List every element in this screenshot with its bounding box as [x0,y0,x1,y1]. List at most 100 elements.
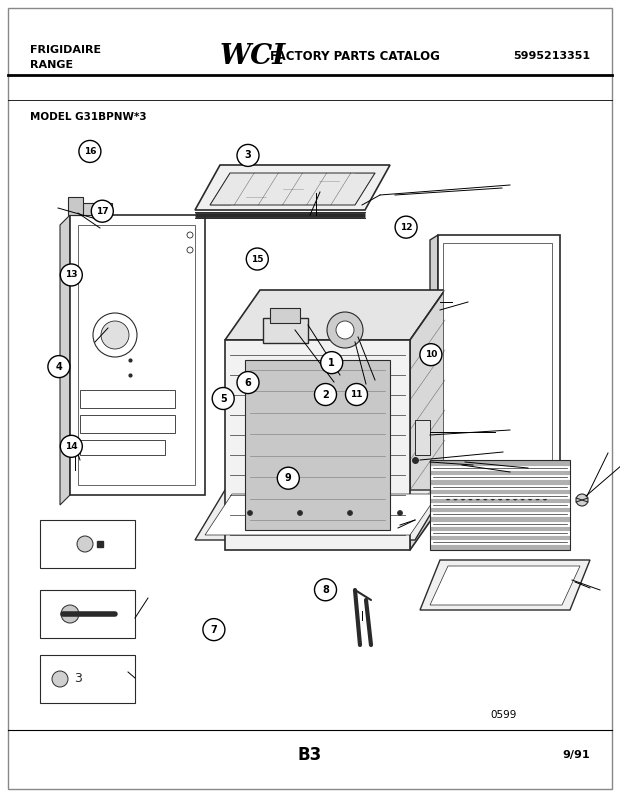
Circle shape [513,496,517,500]
Circle shape [247,511,252,516]
Text: 15: 15 [251,254,264,264]
Circle shape [60,264,82,286]
Circle shape [506,496,510,500]
Circle shape [298,511,303,516]
Circle shape [246,248,268,270]
Circle shape [52,671,68,687]
Bar [263,318,308,343]
Text: RANGE: RANGE [30,60,73,70]
Text: 1: 1 [329,358,335,367]
Polygon shape [430,566,580,605]
Circle shape [420,344,442,366]
Text: 4: 4 [56,362,62,371]
Circle shape [397,511,402,516]
Text: MODEL G31BPNW*3: MODEL G31BPNW*3 [30,112,146,122]
Text: eReplacementParts.com: eReplacementParts.com [234,423,386,437]
Text: 11: 11 [350,390,363,399]
Bar [415,420,430,455]
Text: 14: 14 [65,442,78,451]
Bar [245,360,390,530]
Bar [443,243,552,502]
Bar [270,308,300,323]
Text: 9: 9 [285,473,291,483]
Circle shape [314,383,337,406]
Circle shape [237,371,259,394]
Circle shape [187,247,193,253]
Circle shape [48,355,70,378]
Bar [72,203,112,215]
Circle shape [321,351,343,374]
Circle shape [212,387,234,410]
Polygon shape [195,490,445,540]
Circle shape [468,496,472,500]
Bar [40,590,135,638]
Circle shape [237,144,259,167]
Text: 13: 13 [65,270,78,280]
Text: 8: 8 [322,585,329,595]
Bar [80,390,175,408]
Circle shape [461,496,465,500]
Bar [68,197,83,215]
Text: 12: 12 [400,222,412,232]
Bar [78,225,195,485]
Text: WCI: WCI [220,42,286,69]
Circle shape [101,321,129,349]
Text: 3: 3 [245,151,251,160]
Text: FRIGIDAIRE: FRIGIDAIRE [30,45,101,55]
Polygon shape [225,290,445,340]
Text: 0599: 0599 [490,710,516,720]
Circle shape [277,467,299,489]
Circle shape [543,496,547,500]
Circle shape [203,618,225,641]
Bar [40,655,135,703]
Text: FACTORY PARTS CATALOG: FACTORY PARTS CATALOG [270,49,440,62]
Circle shape [336,321,354,339]
Bar [80,415,175,433]
Polygon shape [210,173,375,205]
Text: 10: 10 [425,350,437,359]
Bar [80,440,165,455]
Circle shape [576,494,588,506]
Text: 7: 7 [211,625,217,634]
Circle shape [476,496,480,500]
Circle shape [314,579,337,601]
Text: 9/91: 9/91 [562,750,590,760]
Circle shape [521,496,525,500]
Circle shape [498,496,502,500]
Circle shape [187,232,193,238]
Polygon shape [205,494,438,535]
Circle shape [347,511,353,516]
Text: 2: 2 [322,390,329,399]
Text: B3: B3 [298,746,322,764]
Circle shape [446,496,450,500]
Circle shape [327,312,363,348]
Text: 6: 6 [245,378,251,387]
Circle shape [484,496,487,500]
Circle shape [61,605,79,623]
Text: 3: 3 [74,673,82,685]
Polygon shape [430,235,438,510]
Circle shape [79,140,101,163]
Circle shape [60,435,82,457]
Circle shape [453,496,458,500]
Circle shape [77,536,93,552]
Bar [225,340,410,550]
Polygon shape [195,165,390,210]
Circle shape [91,200,113,222]
Circle shape [395,216,417,238]
Bar [70,215,205,495]
Text: 16: 16 [84,147,96,156]
Circle shape [93,313,137,357]
Circle shape [345,383,368,406]
Polygon shape [410,290,445,550]
Circle shape [536,496,539,500]
Polygon shape [60,215,70,505]
Text: 17: 17 [96,206,108,216]
Text: 5: 5 [220,394,226,403]
Bar [430,460,570,550]
Circle shape [528,496,532,500]
Circle shape [491,496,495,500]
Text: 5995213351: 5995213351 [513,51,590,61]
Bar [438,235,560,510]
Bar [40,520,135,568]
